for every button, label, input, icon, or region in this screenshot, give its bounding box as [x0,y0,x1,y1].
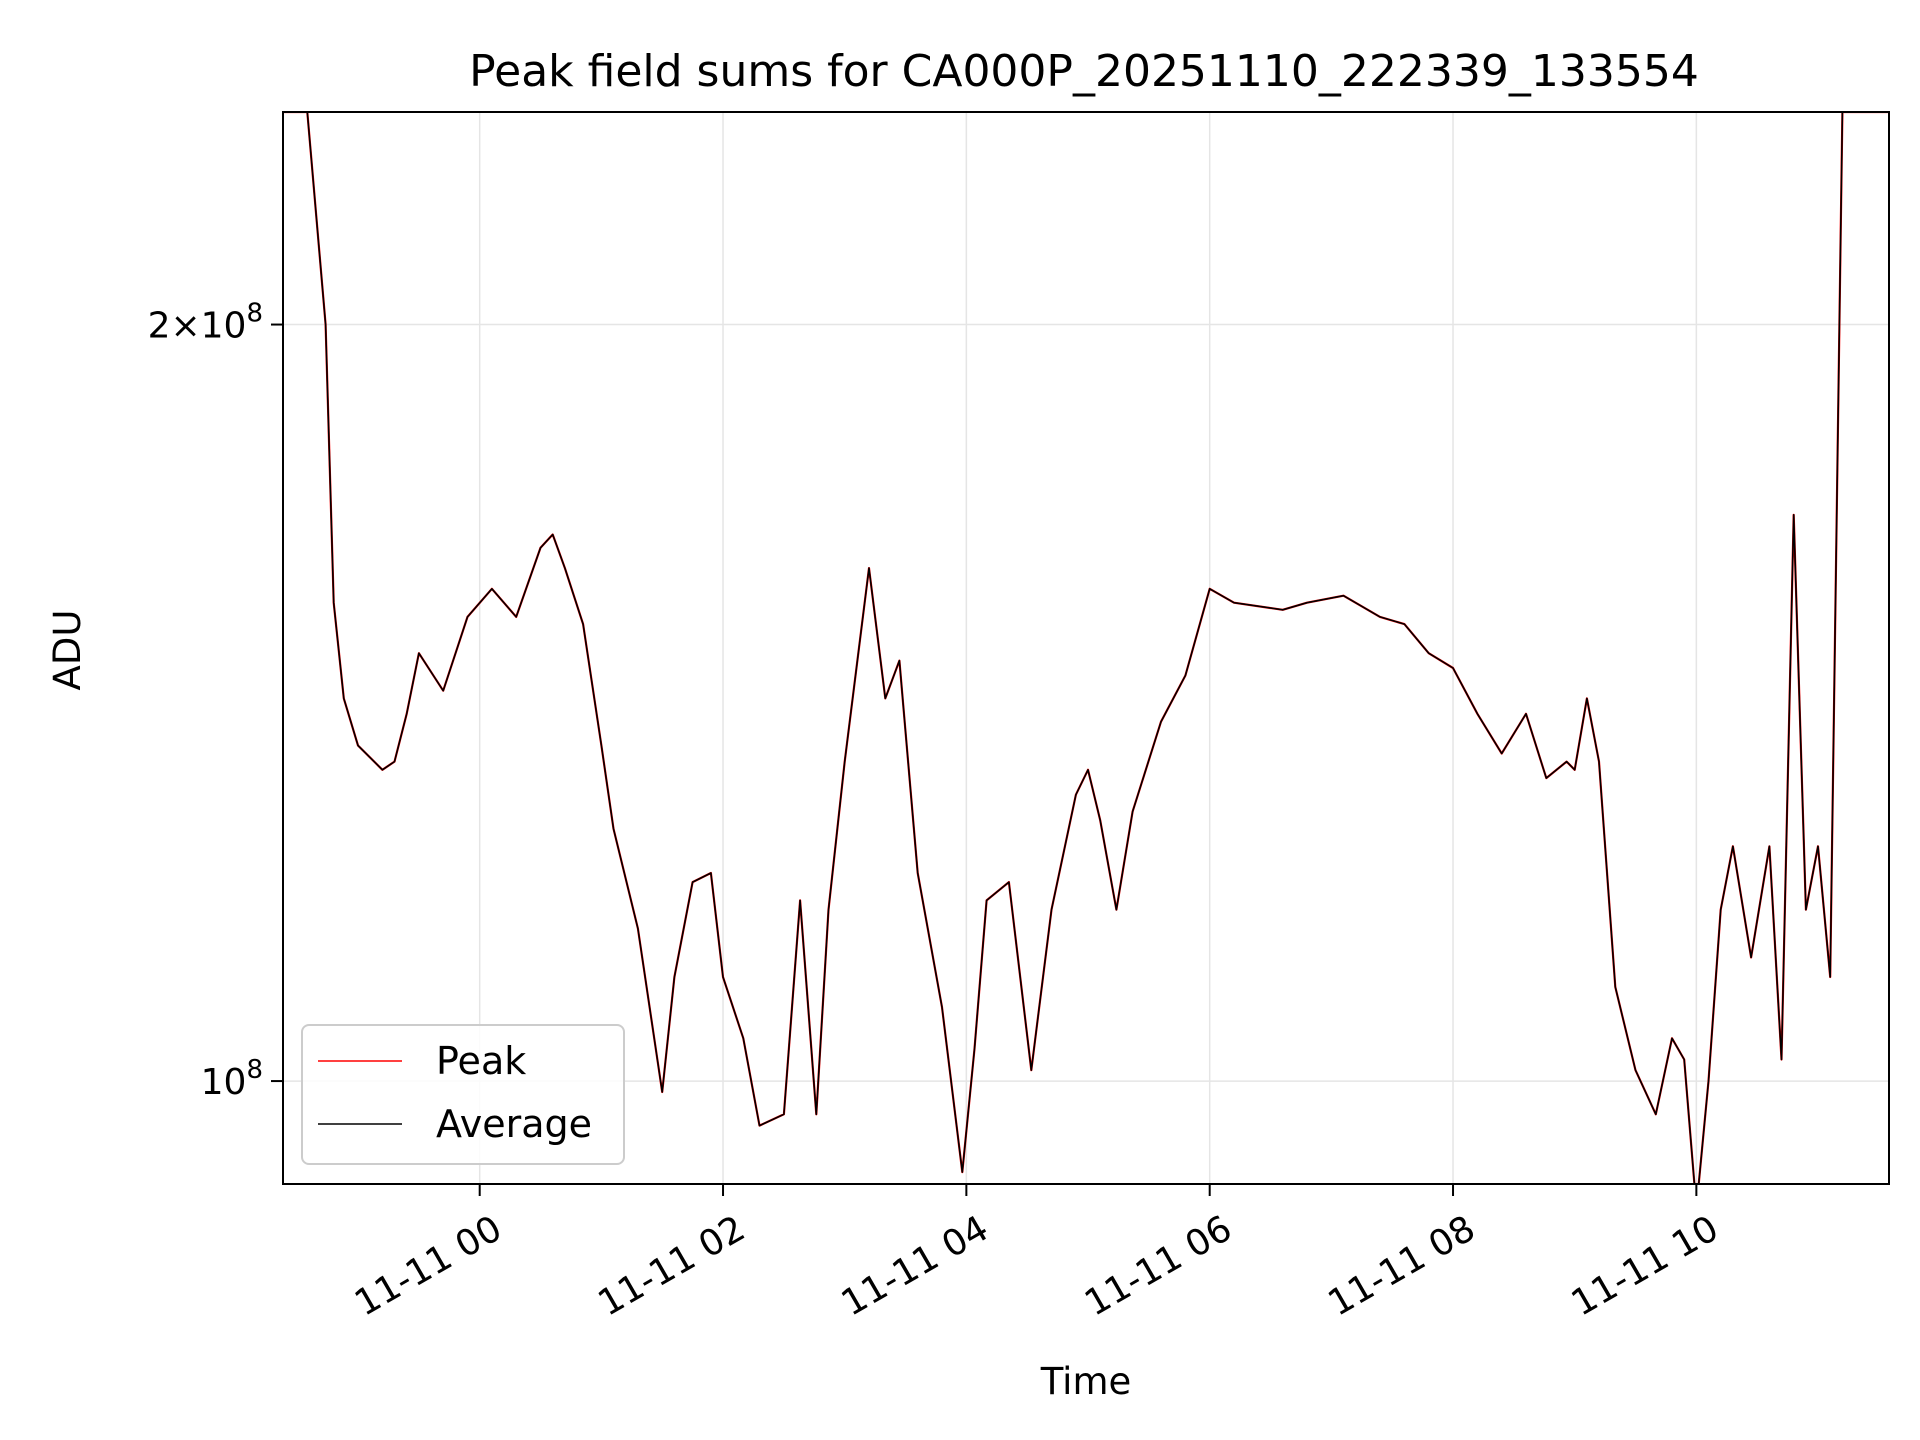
legend-label-peak: Peak [436,1039,526,1083]
x-axis-label: Time [1040,1360,1132,1403]
chart-title: Peak field sums for CA000P_20251110_2223… [469,46,1699,97]
grid [283,112,1889,1184]
series-line-average [283,112,1889,1184]
legend: Peak Average [301,1024,625,1165]
y-tick-label-1: 2×108 [148,299,263,347]
legend-label-average: Average [436,1102,592,1146]
series-lines [283,112,1889,1184]
y-axis-label: ADU [46,610,89,691]
legend-box [301,1024,625,1165]
plot-frame [282,111,1890,1185]
